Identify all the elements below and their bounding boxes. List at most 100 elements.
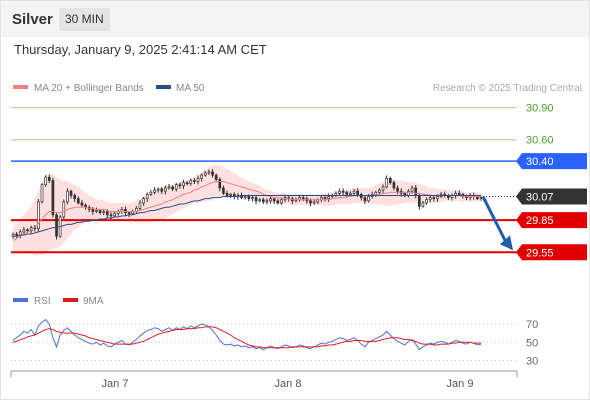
level-tag-29.85	[516, 212, 587, 229]
candle-body	[138, 202, 142, 209]
candle-body	[410, 187, 414, 192]
rsi-legend-label: RSI	[34, 296, 51, 307]
x-tick-label: Jan 7	[102, 378, 129, 390]
price-plot: 30.90 30.60 30.40 30.07 29.85 29.55	[11, 103, 587, 261]
candle-body	[105, 211, 109, 216]
candle-body	[345, 191, 349, 195]
candle-body	[26, 229, 29, 232]
candle-body	[15, 233, 18, 236]
candle-body	[142, 198, 145, 204]
candle-body	[247, 196, 251, 200]
level-label-30.90: 30.90	[526, 103, 554, 115]
candle-body	[91, 209, 95, 212]
rsi-tick-30: 30	[526, 355, 538, 367]
candle-body	[323, 197, 327, 200]
candle-body	[280, 199, 283, 204]
level-label-29.55: 29.55	[526, 247, 554, 259]
candle-body	[457, 192, 461, 195]
candle-body	[327, 196, 330, 200]
candle-body	[385, 177, 389, 188]
level-label-30.60: 30.60	[526, 135, 554, 147]
candle-body	[47, 176, 51, 181]
candle-body	[160, 188, 164, 192]
candle-body	[349, 192, 352, 195]
candle-body	[392, 182, 396, 189]
candle-body	[309, 200, 312, 204]
candle-body	[363, 197, 367, 202]
candle-body	[301, 197, 305, 200]
candle-body	[258, 199, 262, 202]
candle-body	[69, 190, 73, 196]
candle-body	[37, 201, 40, 230]
candle-body	[156, 188, 160, 191]
candle-body	[338, 190, 341, 194]
rsi-legend-swatch	[13, 298, 28, 302]
candle-body	[428, 197, 432, 201]
candle-body	[432, 197, 436, 200]
candle-body	[76, 198, 80, 204]
candle-body	[243, 196, 247, 198]
candle-body	[51, 180, 55, 216]
candle-body	[265, 200, 269, 203]
ma50-legend-swatch	[156, 85, 171, 89]
candle-body	[261, 199, 265, 203]
candle-body	[225, 192, 229, 196]
candle-body	[207, 171, 211, 174]
candle-body	[185, 182, 189, 185]
candle-body	[193, 180, 196, 182]
ma20-legend-label: MA 20 + Bollinger Bands	[34, 83, 144, 94]
rsi-series-9ma	[12, 326, 481, 349]
ma50-legend-label: MA 50	[176, 83, 205, 94]
candle-body	[11, 233, 15, 237]
level-tag-29.55	[516, 244, 587, 261]
rsi-plot: 70 50 30	[11, 318, 538, 367]
candle-body	[417, 195, 421, 207]
candle-body	[145, 194, 149, 200]
candle-body	[40, 184, 44, 203]
candle-body	[272, 198, 276, 202]
candle-body	[414, 187, 418, 196]
candle-body	[98, 210, 102, 213]
candle-body	[124, 209, 127, 213]
candle-body	[196, 177, 200, 182]
x-tick-label: Jan 9	[447, 378, 474, 390]
candle-body	[66, 190, 69, 203]
level-label-30.40: 30.40	[526, 156, 554, 168]
candle-body	[378, 189, 381, 193]
candle-body	[44, 176, 47, 186]
candle-body	[269, 198, 272, 202]
candle-body	[174, 184, 178, 190]
x-tick-label: Jan 8	[275, 378, 302, 390]
rsi-series-rsi	[12, 318, 482, 351]
candle-body	[113, 213, 116, 217]
candle-body	[62, 201, 66, 218]
ma50-line	[13, 194, 481, 237]
candle-body	[479, 197, 483, 200]
candle-body	[171, 186, 174, 190]
candle-body	[203, 172, 207, 176]
level-tag-30.07	[516, 188, 587, 205]
level-tag-30.40	[516, 153, 587, 170]
forecast-arrow-head	[500, 235, 513, 251]
candle-body	[396, 187, 399, 192]
instrument-title: Silver	[12, 11, 53, 28]
forecast-arrow-shaft	[481, 195, 508, 243]
timeframe-badge[interactable]: 30 MIN	[59, 8, 110, 31]
candle-body	[356, 190, 359, 195]
candle-body	[341, 190, 345, 193]
ma20-line	[12, 181, 481, 241]
candle-body	[425, 199, 428, 204]
level-label-29.85: 29.85	[526, 215, 554, 227]
bollinger-band	[13, 164, 481, 256]
candle-body	[312, 201, 316, 204]
candle-body	[381, 186, 385, 191]
candle-body	[164, 187, 167, 192]
candle-body	[254, 197, 258, 202]
candle-body	[388, 177, 392, 183]
candle-body	[127, 212, 131, 215]
candle-body	[182, 182, 185, 187]
candle-body	[211, 171, 214, 176]
candle-body	[436, 196, 439, 200]
candle-body	[229, 194, 233, 196]
